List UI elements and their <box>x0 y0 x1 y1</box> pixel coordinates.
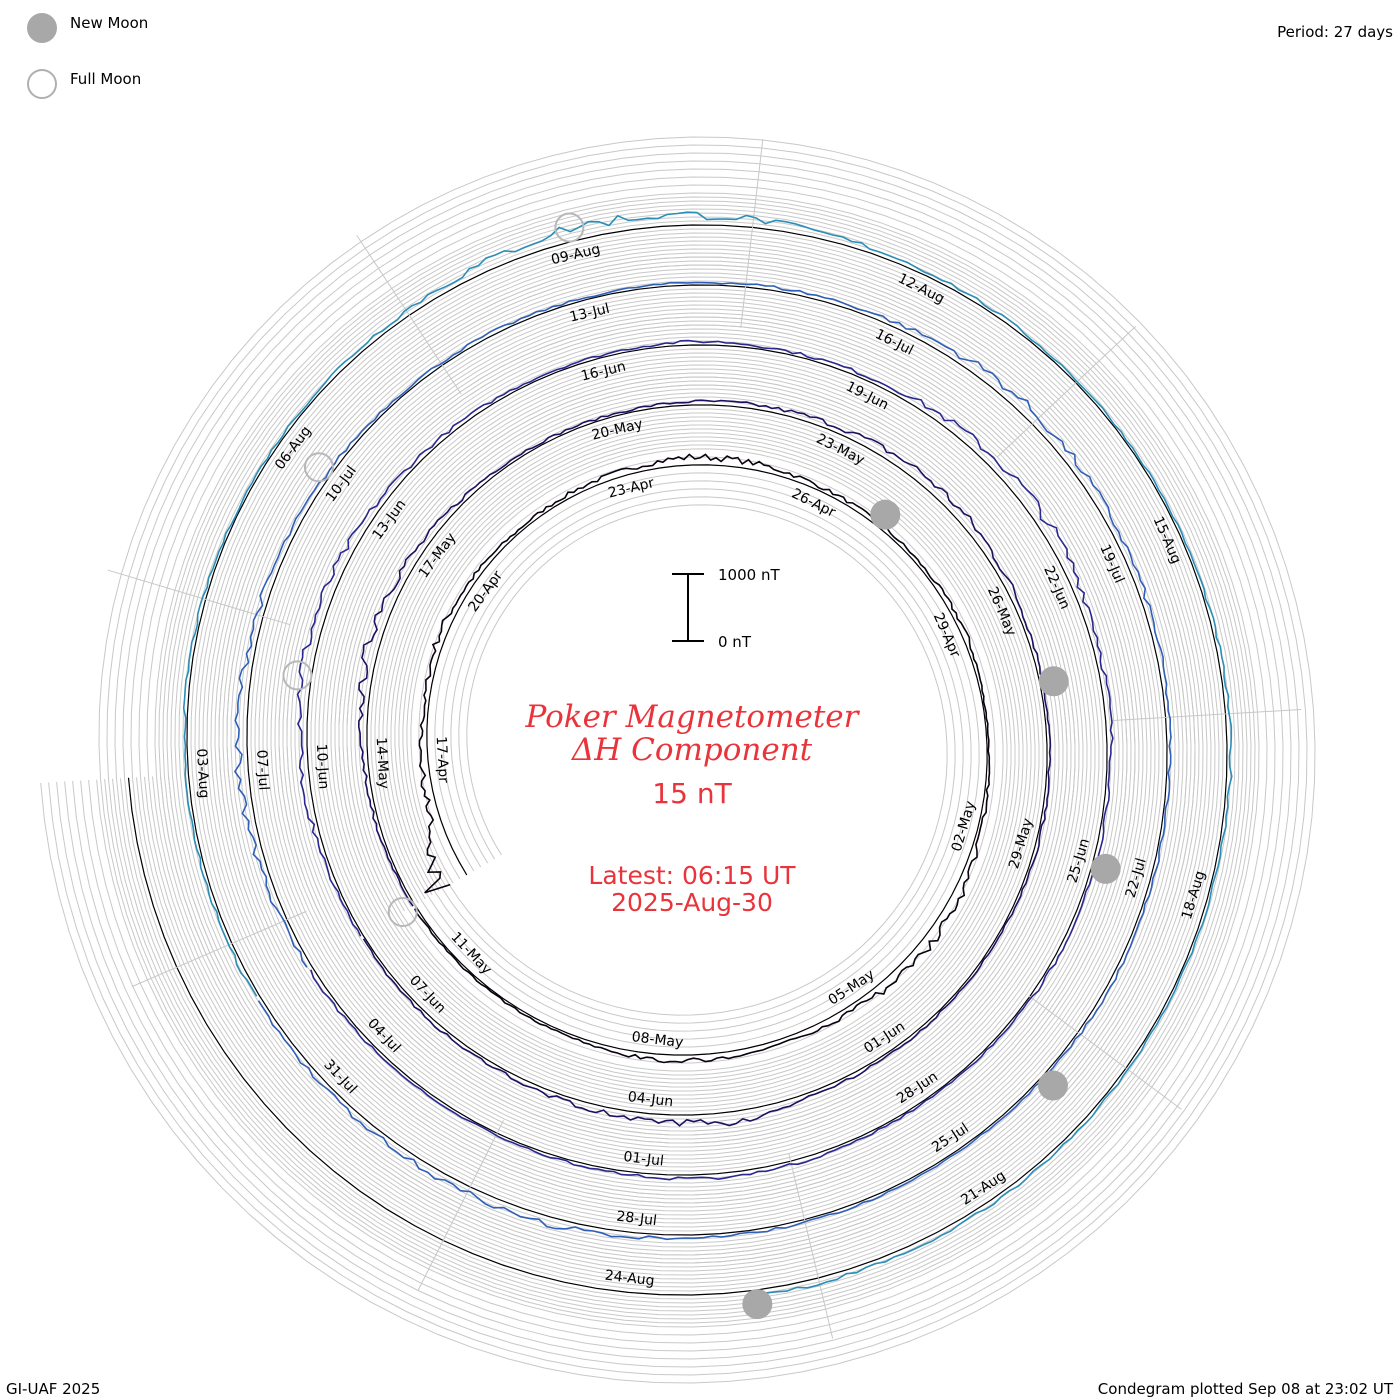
full-moon-marker <box>387 897 418 927</box>
day-spoke <box>740 139 764 328</box>
date-label: 11-May <box>447 929 494 978</box>
day-spoke <box>1111 709 1301 722</box>
date-label: 13-Jul <box>568 301 611 326</box>
full-moon-marker <box>282 660 313 691</box>
date-label: 20-Apr <box>465 568 506 615</box>
grid-spiral <box>96 192 1260 1328</box>
date-label: 10-Jun <box>313 743 332 789</box>
series-line-period-1 <box>413 453 991 1064</box>
date-label: 12-Aug <box>895 271 947 308</box>
chart-title-component: ΔH Component <box>571 732 813 768</box>
full-moon-legend-label: Full Moon <box>70 70 141 88</box>
date-label: 28-Jul <box>616 1209 658 1230</box>
condegram-series <box>182 211 1233 1299</box>
chart-subtitle-value: 15 nT <box>652 777 732 810</box>
new-moon-marker <box>1090 853 1121 884</box>
latest-time-label: Latest: 06:15 UT <box>588 861 796 890</box>
day-spoke <box>131 910 307 988</box>
day-spoke <box>417 1120 504 1291</box>
date-label: 01-Jul <box>623 1149 665 1170</box>
latest-date-label: 2025-Aug-30 <box>611 888 773 917</box>
series-line-period-2 <box>357 399 1052 1127</box>
new-moon-legend-icon <box>27 13 57 43</box>
baseline-spiral <box>127 224 1228 1296</box>
day-spoke <box>356 235 462 395</box>
date-label: 17-Apr <box>433 736 452 784</box>
date-label: 04-Jun <box>627 1089 674 1110</box>
series-line-period-3 <box>296 339 1114 1181</box>
period-label: Period: 27 days <box>1277 23 1393 41</box>
grid-spiral <box>88 184 1268 1336</box>
footer-plotted: Condegram plotted Sep 08 at 23:02 UT <box>1098 1380 1394 1398</box>
grid-spiral <box>80 176 1276 1344</box>
new-moon-marker <box>1037 1070 1068 1101</box>
scale-bar-top-label: 1000 nT <box>718 566 780 584</box>
grid-spiral <box>56 152 1300 1368</box>
grid-spiral <box>48 144 1308 1376</box>
series-line-period-5 <box>182 211 1233 1299</box>
full-moon-marker <box>554 212 585 243</box>
grid-spiral <box>72 168 1284 1352</box>
grid-spiral <box>112 208 1244 1312</box>
chart-title: Poker Magnetometer <box>525 699 861 735</box>
condegram-grid <box>40 136 1316 1384</box>
scale-bar-bottom-label: 0 nT <box>718 633 752 651</box>
series-line-period-4 <box>233 281 1172 1241</box>
grid-spiral <box>104 200 1252 1320</box>
new-moon-legend-label: New Moon <box>70 14 148 32</box>
full-moon-legend-icon <box>27 69 57 99</box>
date-label: 26-May <box>984 585 1019 639</box>
grid-spiral <box>40 136 1316 1384</box>
day-spoke <box>1028 995 1182 1110</box>
date-label: 14-May <box>373 737 392 790</box>
full-moon-marker <box>303 452 334 483</box>
new-moon-marker <box>742 1289 773 1320</box>
day-spoke <box>788 1153 834 1339</box>
grid-spiral <box>64 160 1292 1360</box>
grid-spiral <box>136 232 1220 1288</box>
date-label: 07-Jul <box>253 749 271 790</box>
date-label: 23-May <box>814 431 867 469</box>
grid-spiral <box>152 248 1204 1272</box>
moon-markers <box>282 212 1121 1320</box>
day-spoke <box>997 326 1137 458</box>
date-label: 08-May <box>631 1029 684 1051</box>
day-spoke <box>107 569 290 626</box>
grid-spiral <box>144 240 1212 1280</box>
new-moon-marker <box>1038 666 1069 697</box>
date-label: 03-Aug <box>193 748 212 799</box>
footer-credit: GI-UAF 2025 <box>6 1380 100 1398</box>
new-moon-marker <box>870 499 901 530</box>
date-label: 24-Aug <box>604 1268 655 1290</box>
day-spokes <box>107 139 1301 1339</box>
